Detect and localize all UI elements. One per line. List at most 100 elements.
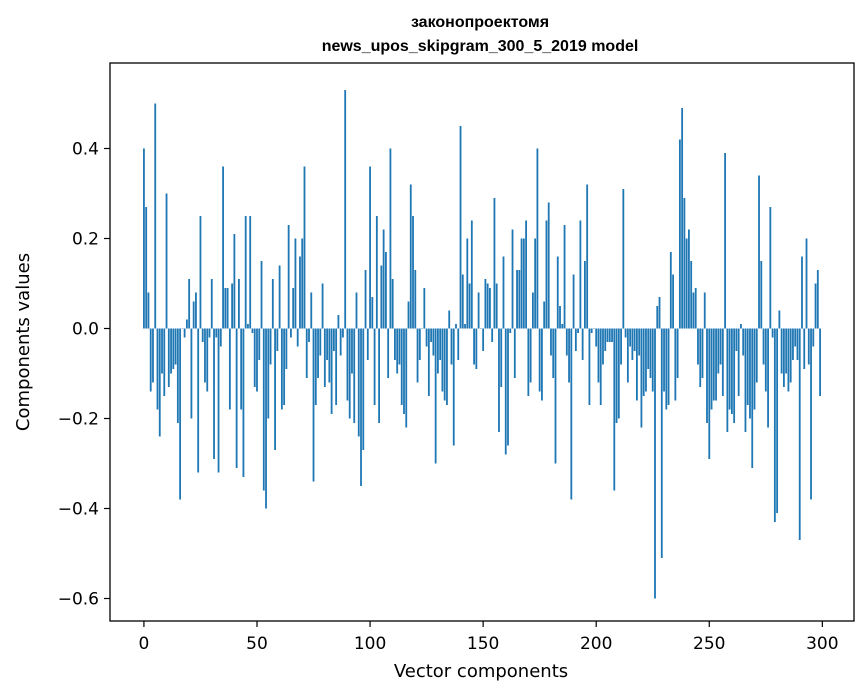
bar [342,328,344,338]
bar [624,328,627,338]
bar [588,328,591,405]
bar [432,328,435,356]
bar [500,328,503,387]
bar [502,256,505,329]
bar [656,306,659,329]
bar [473,328,475,365]
bar [513,328,516,378]
bar [470,220,473,329]
bar [755,328,758,383]
bar [199,216,202,329]
bar [351,328,353,374]
bar [238,279,240,329]
bar [742,328,745,356]
bar [760,261,763,329]
bar [730,328,733,414]
bar [285,328,288,369]
bar [692,292,695,329]
bar [638,328,641,356]
bar [543,301,546,329]
bar [636,328,638,401]
bar [310,292,313,329]
bar [455,324,457,329]
bar [577,328,580,333]
bar [574,328,577,351]
bar [224,288,227,329]
bar [538,328,541,392]
bar [715,328,717,401]
bar [158,328,161,437]
bar [452,328,455,446]
bar [375,216,378,329]
y-tick-label: 0.2 [72,230,99,250]
bar [188,279,191,329]
bar [204,328,206,383]
bar [405,328,408,428]
bar [430,328,433,342]
bar [233,234,236,329]
bar [170,328,172,374]
bar [251,328,254,333]
bar [425,328,428,347]
bar [400,328,403,405]
bar [344,90,347,329]
bar [271,279,274,329]
bar [265,328,267,509]
bar [156,328,159,410]
bar [740,324,742,329]
bar [746,328,749,405]
bar [484,279,487,329]
bar [210,279,213,329]
bar [572,274,575,329]
bar [412,216,414,329]
bar [301,238,304,329]
y-tick-label: −0.4 [58,500,99,520]
bar [423,288,426,329]
bar [690,261,693,329]
bar [319,328,322,356]
bar [658,297,661,329]
bar [518,270,521,329]
bar [387,328,390,378]
bar [814,283,817,329]
bar [769,207,772,329]
bar [414,270,417,329]
bar [213,328,215,459]
bar [145,207,148,329]
bar [810,328,812,500]
bar [792,328,794,360]
bar [355,292,358,329]
bar [785,328,788,374]
y-axis: −0.6 −0.4 −0.2 0.0 0.2 0.4 [58,140,110,610]
bar [167,328,170,387]
bar [441,328,444,392]
bar [753,328,756,410]
bar [812,328,815,347]
bar [165,193,168,329]
bar [782,328,785,387]
bar [163,328,166,396]
bar [645,328,647,392]
bar [615,328,618,423]
bar [764,328,767,392]
bar [685,238,688,329]
bar [382,229,385,329]
bar [602,328,604,365]
bar [427,328,430,396]
bar [647,328,650,369]
bar [590,328,593,333]
y-axis-label: Components values [13,253,34,431]
bar [172,328,175,369]
bar [604,328,607,351]
bar [154,103,157,329]
bar [222,166,224,329]
bar [296,328,299,347]
chart-title-line-2: news_upos_skipgram_300_5_2019 model [322,38,639,55]
bar [394,328,396,360]
bar [665,328,668,410]
bar [149,328,152,392]
bar [586,184,589,329]
bar [409,184,412,329]
bar [305,328,308,378]
bar [346,328,349,401]
